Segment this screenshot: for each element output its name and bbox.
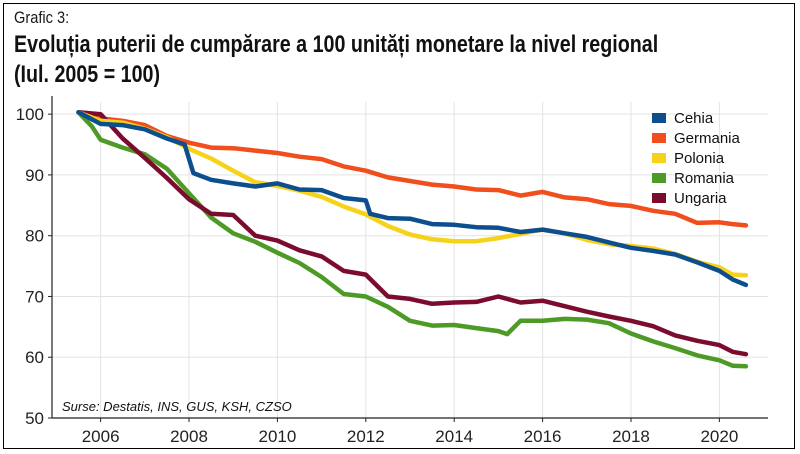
y-tick-label-70: 70 (25, 287, 44, 306)
legend-label-cehia: Cehia (674, 110, 714, 127)
x-tick-label-2010: 2010 (258, 427, 296, 446)
x-tick-label-2016: 2016 (524, 427, 562, 446)
y-tick-label-100: 100 (16, 105, 44, 124)
legend-label-germania: Germania (674, 130, 741, 147)
y-tick-label-80: 80 (25, 227, 44, 246)
legend-swatch-cehia (652, 113, 666, 123)
series-lines (76, 110, 749, 369)
chart-title-line-1: Evoluția puterii de cumpărare a 100 unit… (14, 31, 659, 58)
legend-swatch-ungaria (652, 193, 666, 203)
legend-swatch-romania (652, 173, 666, 183)
series-line-germania (76, 110, 749, 228)
chart-title: Evoluția puterii de cumpărare a 100 unit… (14, 30, 658, 90)
x-tick-label-2008: 2008 (170, 427, 208, 446)
figure-number: Grafic 3: (14, 8, 70, 27)
axes: 50 60 70 80 90 100 2006 2008 2010 2012 2014 2016 201… (16, 96, 768, 446)
y-tick-label-90: 90 (25, 166, 44, 185)
x-tick-label-2014: 2014 (435, 427, 473, 446)
series-line-polonia (76, 110, 749, 278)
legend-label-ungaria: Ungaria (674, 190, 727, 207)
grid-lines (52, 102, 768, 419)
legend-swatch-polonia (652, 153, 666, 163)
y-tick-label-50: 50 (25, 409, 44, 428)
y-tick-label-60: 60 (25, 348, 44, 367)
legend-swatch-germania (652, 133, 666, 143)
legend-label-romania: Romania (674, 170, 735, 187)
legend-label-polonia: Polonia (674, 150, 725, 167)
x-tick-label-2018: 2018 (612, 427, 650, 446)
x-tick-label-2020: 2020 (700, 427, 738, 446)
series-line-romania (76, 110, 749, 369)
source-note: Surse: Destatis, INS, GUS, KSH, CZSO (62, 399, 292, 414)
legend: Cehia Germania Polonia Romania Ungaria (652, 110, 741, 207)
chart-frame (3, 3, 795, 449)
x-tick-label-2006: 2006 (82, 427, 120, 446)
x-tick-label-2012: 2012 (347, 427, 385, 446)
series-line-cehia (76, 110, 749, 288)
series-line-ungaria (76, 110, 749, 357)
chart-title-line-2: (Iul. 2005 = 100) (14, 61, 161, 88)
